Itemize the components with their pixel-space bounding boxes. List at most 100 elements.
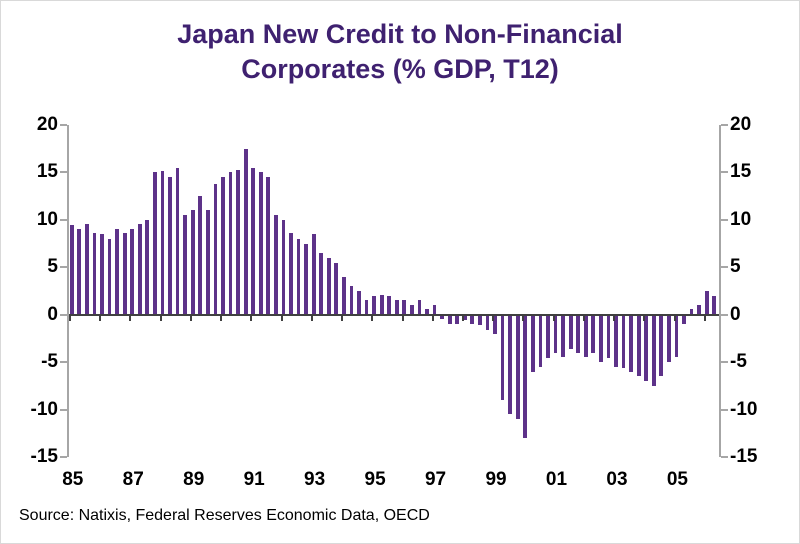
x-axis-label: 01 xyxy=(545,469,568,490)
y-axis-label-right: 0 xyxy=(730,303,741,325)
x-axis-tick xyxy=(522,315,525,321)
bar xyxy=(213,183,218,315)
x-axis-tick xyxy=(159,315,162,321)
bar xyxy=(228,172,233,315)
bar xyxy=(334,262,339,315)
bar xyxy=(712,295,717,315)
x-axis-tick xyxy=(703,315,706,321)
bar xyxy=(342,276,346,315)
bar xyxy=(417,300,422,315)
bar xyxy=(606,314,611,359)
chart-title-line2: Corporates (% GDP, T12) xyxy=(241,54,559,85)
y-axis-tick-left xyxy=(60,408,67,411)
bar xyxy=(508,314,513,415)
bar xyxy=(85,223,89,315)
y-axis-tick-left xyxy=(60,218,67,221)
bar xyxy=(432,305,437,315)
y-axis-tick-right xyxy=(721,266,728,269)
bar xyxy=(470,314,475,325)
bar xyxy=(523,314,528,438)
bar xyxy=(394,299,399,315)
bar xyxy=(379,294,384,315)
bar xyxy=(266,177,271,315)
bar xyxy=(546,314,550,359)
y-axis-tick-right xyxy=(721,313,728,316)
bar xyxy=(122,233,127,315)
bar xyxy=(553,314,558,353)
bar xyxy=(349,286,354,315)
bar xyxy=(258,172,263,315)
bar xyxy=(107,238,112,315)
y-axis-tick-right xyxy=(721,361,728,364)
bar xyxy=(130,229,135,315)
x-axis-tick xyxy=(189,315,192,321)
bar xyxy=(644,314,649,382)
bar xyxy=(281,219,286,315)
bar xyxy=(221,177,225,315)
x-axis-label: 99 xyxy=(485,469,507,490)
x-axis-label: 95 xyxy=(364,469,386,490)
bar xyxy=(289,233,293,315)
y-axis-label-right: -15 xyxy=(730,446,758,467)
bar xyxy=(387,295,392,315)
bar xyxy=(311,234,316,315)
bar xyxy=(92,233,97,315)
x-axis-tick xyxy=(99,315,102,321)
x-axis-label: 89 xyxy=(183,469,205,490)
y-axis-tick-left xyxy=(60,171,67,174)
x-axis-label: 03 xyxy=(606,469,628,490)
y-axis-label-left: -15 xyxy=(30,446,58,467)
bar xyxy=(659,314,664,377)
bar xyxy=(160,170,165,315)
bar xyxy=(100,234,104,315)
bar xyxy=(425,309,429,315)
y-axis-tick-left xyxy=(60,361,67,364)
x-axis-tick xyxy=(280,315,283,321)
bar xyxy=(410,305,414,315)
bar xyxy=(190,210,195,315)
bar xyxy=(636,314,641,377)
bar xyxy=(697,305,701,315)
bar xyxy=(629,314,633,372)
x-axis-label: 85 xyxy=(62,469,84,490)
bar xyxy=(682,314,686,325)
y-axis-tick-left xyxy=(60,124,67,126)
bar xyxy=(530,314,535,372)
bar xyxy=(183,215,188,315)
x-axis-label: 93 xyxy=(304,469,326,490)
x-axis-tick xyxy=(69,315,71,321)
bar xyxy=(364,299,369,315)
bar xyxy=(478,314,482,326)
y-axis-tick-left xyxy=(60,266,67,269)
bar xyxy=(591,314,596,353)
bar xyxy=(243,148,248,315)
bar xyxy=(485,314,490,330)
plot-area xyxy=(67,125,721,457)
y-axis-tick-left xyxy=(60,313,67,316)
y-axis-label-left: -10 xyxy=(30,398,58,420)
x-axis-tick xyxy=(643,315,646,321)
x-axis-tick xyxy=(220,315,223,321)
bar xyxy=(689,309,694,315)
bar xyxy=(319,253,324,315)
y-axis-tick-right xyxy=(721,408,728,411)
x-axis-label: 87 xyxy=(122,469,144,490)
y-axis-label-left: 0 xyxy=(47,303,58,325)
bar xyxy=(462,314,467,321)
x-axis-tick xyxy=(129,315,132,321)
bar xyxy=(561,314,565,358)
x-axis-tick xyxy=(552,315,555,321)
x-axis-tick xyxy=(250,315,253,321)
bar xyxy=(576,314,581,353)
y-axis-label-left: -5 xyxy=(41,351,58,373)
bar xyxy=(515,314,520,420)
zero-axis-line xyxy=(69,313,719,316)
bar xyxy=(175,167,180,315)
bar xyxy=(69,224,74,315)
bar xyxy=(296,238,301,315)
chart-title: Japan New Credit to Non-Financial Corpor… xyxy=(1,17,799,87)
bar xyxy=(538,314,543,367)
y-axis-label-right: 20 xyxy=(730,114,752,135)
